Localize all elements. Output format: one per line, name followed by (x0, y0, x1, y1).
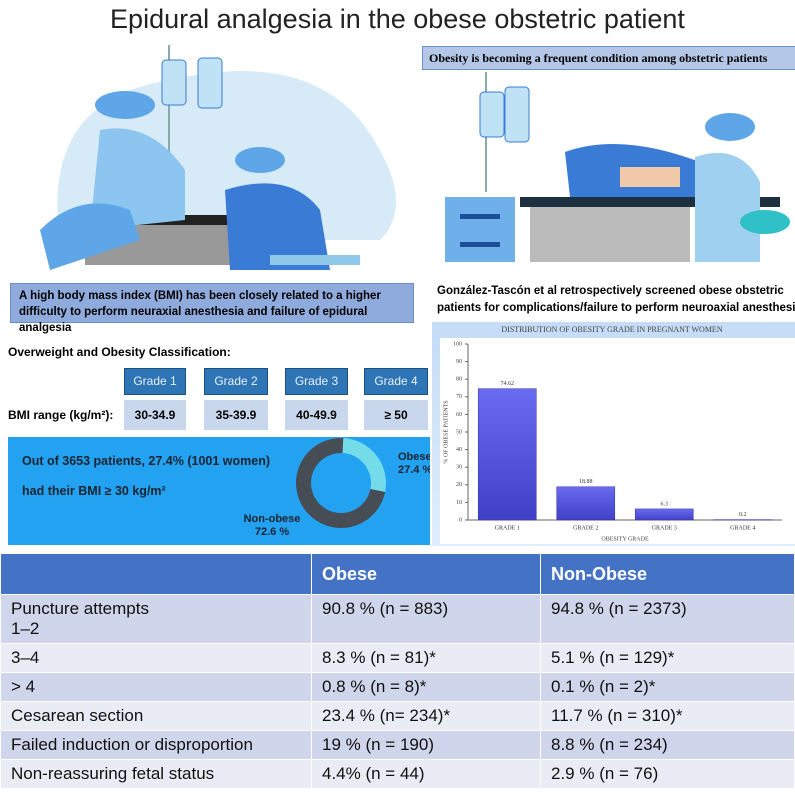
data-label: 0.2 (739, 512, 747, 518)
table-cell: Cesarean section (1, 702, 312, 731)
study-note: González-Tascón et al retrospectively sc… (437, 283, 795, 317)
table-cell: Non-reassuring fetal status (1, 760, 312, 789)
donut-label: Non-obese (244, 513, 301, 525)
banner: A high body mass index (BMI) has been cl… (10, 283, 414, 323)
data-label: 18.88 (579, 479, 593, 485)
range-box: 35-39.9 (204, 400, 268, 430)
grade-box: Grade 3 (285, 368, 348, 395)
range-box: 30-34.9 (124, 400, 186, 430)
donut-segment (342, 438, 386, 492)
y-tick-label: 100 (453, 341, 462, 347)
banner: Obesity is becoming a frequent condition… (422, 46, 795, 70)
table-cell: 0.1 % (n = 2)* (541, 673, 795, 702)
illustration-left (0, 40, 420, 275)
table-cell: 8.8 % (n = 234) (541, 731, 795, 760)
table-cell: 5.1 % (n = 129)* (541, 644, 795, 673)
grade-box: Grade 4 (364, 368, 428, 395)
table-cell: 0.8 % (n = 8)* (312, 673, 541, 702)
grade-box: Grade 1 (124, 368, 186, 395)
y-tick-label: 70 (456, 394, 462, 400)
table-cell: 4.4% (n = 44) (312, 760, 541, 789)
donut-label: Obese (398, 451, 430, 463)
header-cell (1, 554, 312, 595)
x-tick-label: GRADE 4 (730, 525, 755, 531)
table-cell: > 4 (1, 673, 312, 702)
table-cell: 19 % (n = 190) (312, 731, 541, 760)
range-label: BMI range (kg/m²): (8, 408, 113, 422)
data-label: 74.62 (501, 381, 515, 387)
range-box: ≥ 50 (364, 400, 428, 430)
range-box: 40-49.9 (285, 400, 348, 430)
classification-heading: Overweight and Obesity Classification: (8, 345, 231, 359)
header-cell: Obese (312, 554, 541, 595)
bar (557, 487, 615, 520)
illustration-right (440, 72, 795, 272)
table-cell: 11.7 % (n = 310)* (541, 702, 795, 731)
y-tick-label: 40 (456, 447, 462, 453)
bar (635, 509, 693, 520)
y-tick-label: 30 (456, 465, 462, 471)
table-cell: Puncture attempts 1–2 (1, 595, 312, 644)
x-axis-label: OBESITY GRADE (601, 536, 649, 542)
chart-title: DISTRIBUTION OF OBESITY GRADE IN PREGNAN… (501, 325, 722, 334)
y-tick-label: 80 (456, 377, 462, 383)
y-tick-label: 60 (456, 412, 462, 418)
table-cell: 23.4 % (n= 234)* (312, 702, 541, 731)
y-tick-label: 20 (456, 482, 462, 488)
header-cell: Non-Obese (541, 554, 795, 595)
data-label: 6.3 (661, 501, 669, 507)
bar (478, 389, 536, 520)
x-tick-label: GRADE 2 (573, 525, 598, 531)
table-cell: 8.3 % (n = 81)* (312, 644, 541, 673)
table-cell: 94.8 % (n = 2373) (541, 595, 795, 644)
table-cell: 2.9 % (n = 76) (541, 760, 795, 789)
y-tick-label: 10 (456, 500, 462, 506)
y-axis-label: % OF OBESE PATIENTS (443, 400, 449, 463)
donut-value: 72.6 % (255, 526, 289, 538)
table-cell: 3–4 (1, 644, 312, 673)
table-cell: Failed induction or disproportion (1, 731, 312, 760)
table-cell: 90.8 % (n = 883) (312, 595, 541, 644)
y-tick-label: 90 (456, 359, 462, 365)
page: Epidural analgesia in the obese obstetri… (0, 0, 795, 804)
grade-box: Grade 2 (204, 368, 268, 395)
x-tick-label: GRADE 3 (652, 525, 677, 531)
page-title: Epidural analgesia in the obese obstetri… (0, 4, 795, 35)
x-tick-label: GRADE 1 (495, 525, 520, 531)
y-tick-label: 0 (459, 517, 462, 523)
donut-value: 27.4 % (398, 464, 430, 476)
bar-chart: DISTRIBUTION OF OBESITY GRADE IN PREGNAN… (432, 322, 795, 546)
y-tick-label: 50 (456, 429, 462, 435)
